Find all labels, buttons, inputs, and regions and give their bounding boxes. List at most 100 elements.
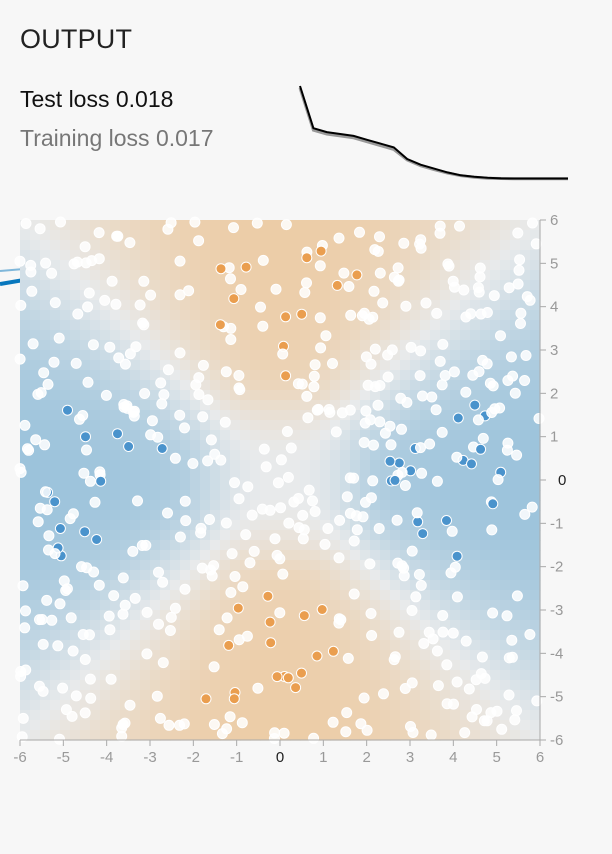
data-point (344, 507, 356, 519)
data-point (179, 495, 191, 507)
data-point (327, 716, 339, 728)
data-point (414, 238, 426, 250)
data-point (439, 370, 451, 381)
data-point (514, 254, 526, 266)
data-point (221, 612, 233, 624)
data-point (434, 355, 446, 367)
x-tick-label: -3 (143, 749, 156, 766)
data-point (139, 388, 151, 399)
data-point (374, 267, 386, 279)
data-point (474, 262, 486, 274)
data-point (369, 244, 381, 256)
data-point (527, 217, 538, 229)
data-point (475, 668, 487, 680)
data-point (431, 645, 443, 657)
data-point (280, 311, 292, 323)
data-point (208, 661, 220, 673)
data-point (379, 427, 391, 439)
data-point (503, 689, 515, 701)
data-point (465, 308, 477, 320)
x-tick-label: 3 (406, 749, 414, 766)
data-point (488, 290, 500, 302)
data-point (93, 227, 105, 239)
data-point (280, 219, 292, 231)
data-point (342, 652, 354, 664)
data-point (49, 548, 61, 560)
data-point (389, 651, 401, 663)
data-point (88, 566, 100, 578)
data-point (374, 231, 385, 243)
data-point (179, 422, 190, 434)
data-point (492, 474, 504, 486)
data-point (100, 389, 112, 401)
data-point (495, 330, 506, 342)
data-point (460, 635, 472, 647)
data-point (336, 407, 348, 419)
data-point (20, 664, 32, 676)
data-point (141, 606, 153, 618)
x-tick-label: 2 (362, 749, 370, 766)
data-point (451, 451, 463, 463)
data-point (46, 267, 58, 279)
data-point (269, 533, 281, 545)
data-point (396, 423, 407, 435)
data-point (283, 517, 295, 529)
data-point (146, 415, 158, 427)
data-point (77, 629, 89, 640)
loss-chart (298, 85, 568, 181)
data-point (233, 370, 245, 381)
data-point (398, 570, 410, 582)
data-point (389, 474, 401, 486)
data-point (237, 581, 249, 593)
data-point (195, 527, 207, 539)
data-point (277, 348, 289, 360)
data-point (360, 351, 372, 363)
data-point (432, 680, 444, 692)
data-point (458, 284, 470, 296)
data-point (340, 726, 352, 738)
data-point (320, 330, 332, 342)
data-point (256, 503, 268, 515)
data-point (298, 610, 310, 622)
x-tick-label: 1 (319, 749, 327, 766)
data-point (308, 381, 320, 393)
data-point (477, 432, 489, 444)
data-point (154, 712, 166, 724)
data-point (388, 271, 400, 283)
data-point (152, 431, 164, 443)
data-point (20, 218, 32, 229)
data-point (193, 372, 205, 384)
data-point (169, 452, 181, 464)
training-loss: Training loss 0.017 (20, 125, 214, 152)
data-point (48, 356, 60, 368)
data-point (37, 638, 49, 650)
data-point (128, 410, 140, 422)
data-point (248, 545, 260, 557)
data-point (436, 379, 448, 391)
data-point (338, 267, 350, 279)
data-point (271, 671, 283, 683)
data-point (401, 397, 413, 408)
y-tick-label: -4 (550, 645, 563, 662)
data-point (448, 366, 460, 378)
y-tick-label: 2 (550, 385, 558, 402)
data-point (382, 349, 394, 361)
data-point (34, 502, 46, 514)
data-point (53, 332, 65, 344)
data-point (297, 533, 309, 545)
data-point (526, 501, 538, 513)
data-point (258, 443, 270, 455)
data-point (40, 486, 51, 498)
data-point (308, 732, 320, 744)
data-point (112, 428, 123, 440)
data-point (351, 269, 363, 281)
data-point (225, 587, 237, 598)
data-point (447, 627, 459, 639)
data-point (505, 351, 517, 363)
data-point (472, 414, 484, 426)
y-tick-label: 0 (558, 472, 566, 489)
data-point (460, 386, 472, 398)
x-tick-label: -5 (57, 749, 70, 766)
data-point (297, 509, 309, 521)
data-point (116, 730, 128, 742)
